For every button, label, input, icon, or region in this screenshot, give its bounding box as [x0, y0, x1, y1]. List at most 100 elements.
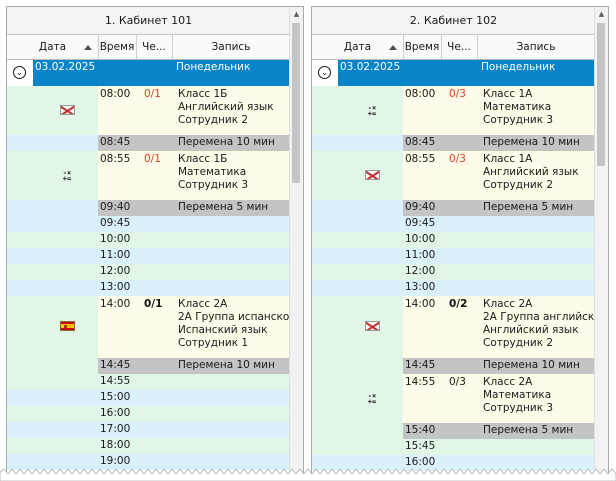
- lesson-row[interactable]: 08:55 0/3 Класс 1А Английский язык Сотрудник…: [312, 151, 595, 200]
- vertical-scrollbar[interactable]: ▲: [289, 7, 303, 475]
- cell-record: Класс 1А Математика Сотрудник 3: [477, 86, 595, 135]
- time-slot-row[interactable]: 17:00: [7, 422, 290, 438]
- time-slot-row[interactable]: 11:00: [7, 248, 290, 264]
- slot-time: 15:40: [405, 424, 436, 436]
- panel-title: 2. Кабинет 102: [312, 7, 595, 35]
- break-row[interactable]: 14:45 Перемена 10 мин: [312, 358, 595, 374]
- slot-time: 09:40: [405, 201, 436, 213]
- time-slot-row[interactable]: 16:00: [312, 455, 595, 471]
- sort-ascending-icon[interactable]: [389, 45, 397, 50]
- time-slot-row[interactable]: 12:00: [312, 264, 595, 280]
- cell-date: [312, 216, 404, 232]
- time-slot-row[interactable]: 10:00: [7, 232, 290, 248]
- time-slot-row[interactable]: 10:00: [312, 232, 595, 248]
- column-header-date[interactable]: Дата: [312, 35, 404, 59]
- sort-ascending-icon[interactable]: [84, 45, 92, 50]
- cell-people: [441, 232, 477, 248]
- column-header-record[interactable]: Запись: [172, 35, 291, 59]
- column-header-people[interactable]: Че...: [136, 35, 173, 59]
- day-header-row[interactable]: ⌄ 03.02.2025 Понедельник: [7, 60, 290, 86]
- day-header-row[interactable]: ⌄ 03.02.2025 Понедельник: [312, 60, 595, 86]
- lesson-row[interactable]: 14:00 0/1 Класс 2А 2А Группа испанского Испа…: [7, 296, 290, 358]
- cell-date: [7, 390, 99, 406]
- time-slot-row[interactable]: 12:00: [7, 264, 290, 280]
- time-text-wrap: 11:00: [98, 248, 130, 264]
- time-slot-row[interactable]: 13:00: [7, 280, 290, 296]
- record-line: Испанский язык: [178, 324, 268, 336]
- lesson-row[interactable]: -× += 08:55 0/1 Класс 1Б Математика Сотрудник…: [7, 151, 290, 200]
- slot-time: 08:55: [100, 153, 131, 165]
- collapse-group-icon[interactable]: ⌄: [318, 66, 331, 79]
- time-slot-row[interactable]: 13:00: [312, 280, 595, 296]
- count-wrap: 0/3: [441, 86, 466, 135]
- cell-record: Класс 1Б Английский язык Сотрудник 2: [172, 86, 290, 135]
- column-header-people[interactable]: Че...: [441, 35, 478, 59]
- cell-time: 09:40: [403, 200, 441, 216]
- cell-date: [312, 296, 404, 358]
- column-header-time[interactable]: Время: [403, 35, 442, 59]
- time-text-wrap: 13:00: [403, 280, 435, 296]
- time-text-wrap: 09:45: [98, 216, 130, 232]
- cell-record: [172, 232, 290, 248]
- time-slot-row[interactable]: 19:00: [7, 454, 290, 470]
- cell-people: [441, 200, 477, 216]
- cell-record: Класс 2А Математика Сотрудник 3: [477, 374, 595, 423]
- cell-date: [7, 358, 99, 374]
- time-slot-row[interactable]: 18:00: [7, 438, 290, 454]
- time-slot-row[interactable]: 11:00: [312, 248, 595, 264]
- scrollbar-thumb[interactable]: [292, 23, 300, 183]
- record-line: Класс 2А: [178, 298, 228, 310]
- cell-date: [312, 264, 404, 280]
- time-slot-row[interactable]: 15:45: [312, 439, 595, 455]
- break-row[interactable]: 14:45 Перемена 10 мин: [7, 358, 290, 374]
- break-row[interactable]: 15:40 Перемена 5 мин: [312, 423, 595, 439]
- cell-date: [7, 438, 99, 454]
- cell-date: -× +=: [7, 151, 99, 200]
- cell-time: 13:00: [403, 280, 441, 296]
- record-text: Перемена 10 мин: [172, 358, 275, 374]
- scroll-up-arrow-icon[interactable]: ▲: [598, 10, 605, 18]
- column-header-date[interactable]: Дата: [7, 35, 99, 59]
- slot-time: 11:00: [405, 249, 436, 261]
- column-header-label: Время: [99, 41, 135, 53]
- scrollbar-thumb[interactable]: [597, 23, 605, 166]
- time-slot-row[interactable]: 16:00: [7, 406, 290, 422]
- time-text-wrap: 10:00: [403, 232, 435, 248]
- record-text: Перемена 10 мин: [477, 135, 580, 151]
- slot-time: 14:55: [405, 376, 436, 388]
- cell-time: 15:00: [98, 390, 136, 406]
- vertical-scrollbar[interactable]: ▲: [594, 7, 608, 475]
- time-slot-row[interactable]: 09:45: [312, 216, 595, 232]
- slot-time: 08:00: [100, 88, 131, 100]
- break-row[interactable]: 08:45 Перемена 10 мин: [7, 135, 290, 151]
- lesson-row[interactable]: 08:00 0/1 Класс 1Б Английский язык Сотрудник…: [7, 86, 290, 135]
- cell-date: [312, 280, 404, 296]
- time-slot-row[interactable]: 15:00: [7, 390, 290, 406]
- collapse-group-icon[interactable]: ⌄: [13, 66, 26, 79]
- cell-people: [441, 439, 477, 455]
- day-date-text: 03.02.2025: [340, 61, 401, 73]
- column-header-time[interactable]: Время: [98, 35, 137, 59]
- time-slot-row[interactable]: 09:45: [7, 216, 290, 232]
- time-text-wrap: 12:00: [403, 264, 435, 280]
- scroll-up-arrow-icon[interactable]: ▲: [293, 10, 300, 18]
- column-header-row: Дата Время Че... Запись: [312, 35, 596, 60]
- count-wrap: 0/1: [136, 86, 161, 135]
- cell-date: [312, 423, 404, 439]
- slot-time: 14:45: [100, 359, 131, 371]
- time-text-wrap: 15:45: [403, 439, 435, 455]
- lesson-row[interactable]: -× += 08:00 0/3 Класс 1А Математика Сотрудник…: [312, 86, 595, 135]
- cell-people: 0/1: [136, 151, 172, 200]
- break-row[interactable]: 09:40 Перемена 5 мин: [312, 200, 595, 216]
- time-slot-row[interactable]: 14:55: [7, 374, 290, 390]
- cell-record: Класс 1Б Математика Сотрудник 3: [172, 151, 290, 200]
- column-header-label: Запись: [516, 41, 556, 53]
- break-row[interactable]: 08:45 Перемена 10 мин: [312, 135, 595, 151]
- column-header-record[interactable]: Запись: [477, 35, 596, 59]
- record-line: Сотрудник 1: [178, 337, 249, 349]
- break-row[interactable]: 09:40 Перемена 5 мин: [7, 200, 290, 216]
- cell-date: -× +=: [312, 374, 404, 423]
- lesson-row[interactable]: -× += 14:55 0/3 Класс 2А Математика Сотрудник…: [312, 374, 595, 423]
